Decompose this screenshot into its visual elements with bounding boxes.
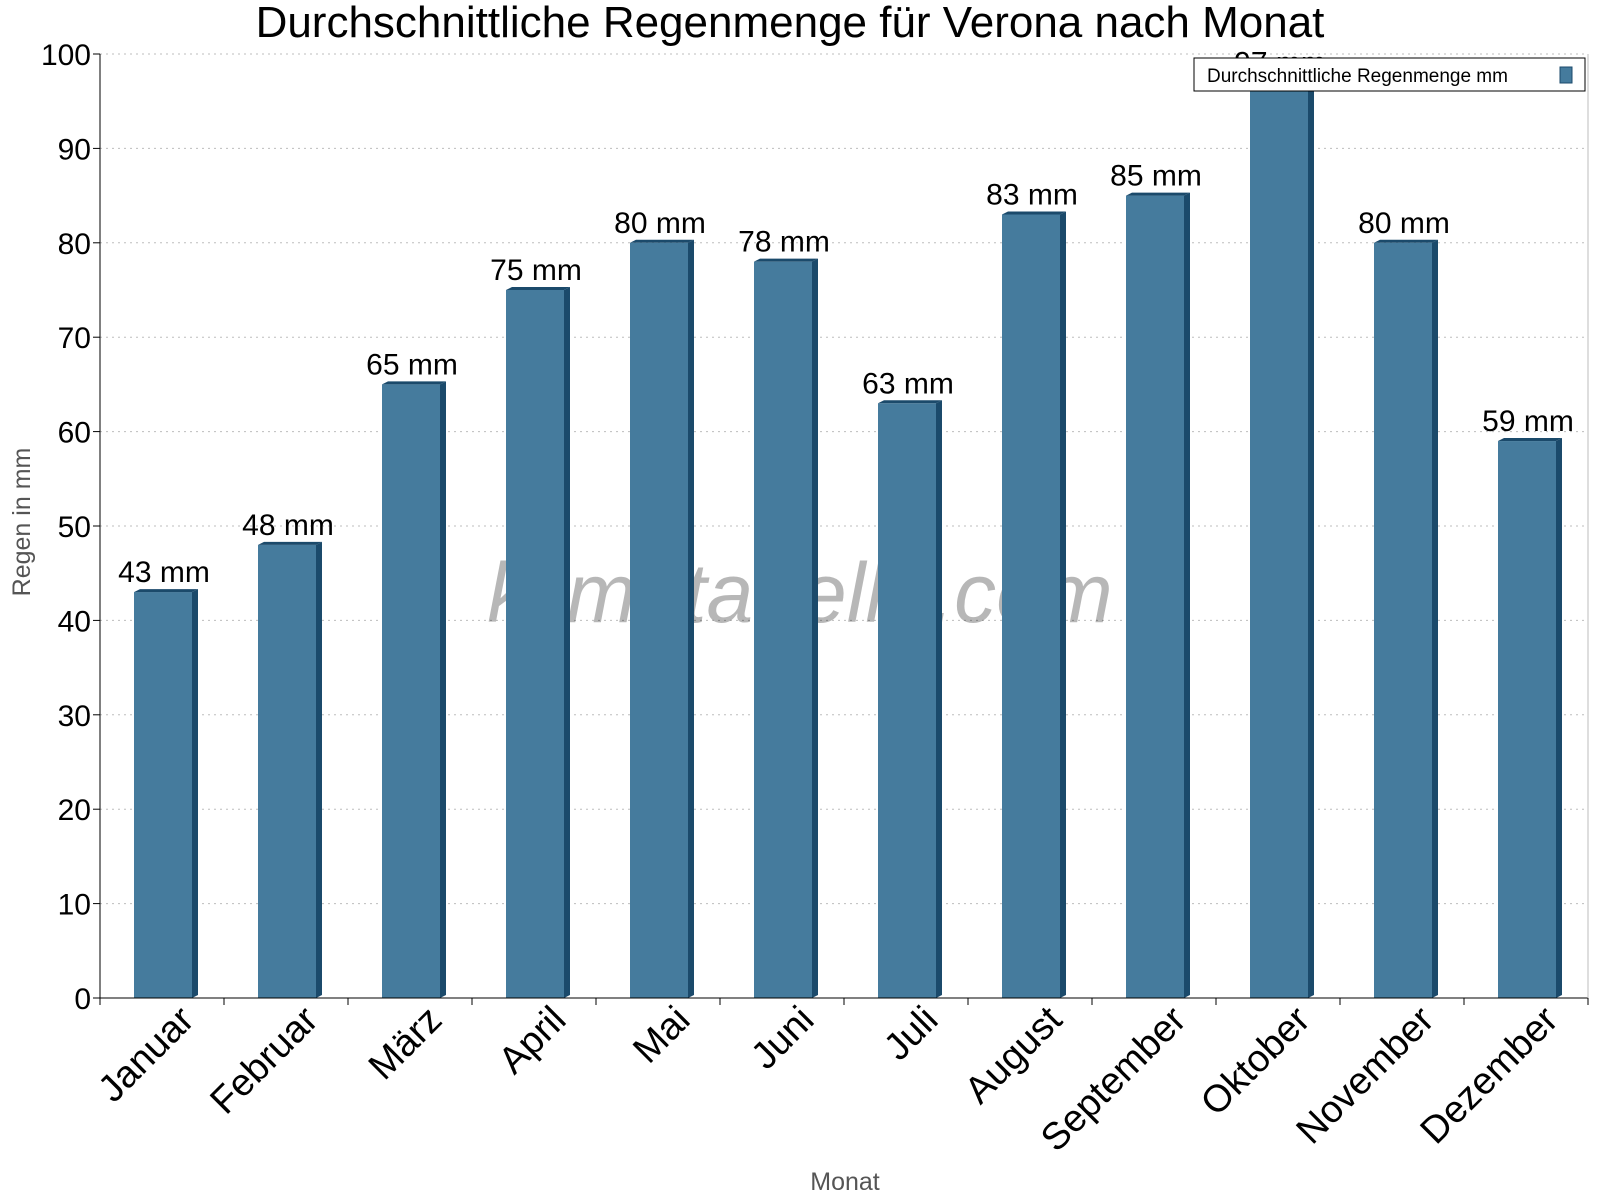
bar-april [506, 287, 570, 998]
y-tick-label: 20 [58, 794, 91, 827]
bar-front [1126, 195, 1184, 999]
bar-front [1002, 214, 1060, 999]
bar-side [316, 541, 322, 998]
bar-side [440, 381, 446, 998]
x-tick-label: August [957, 998, 1071, 1112]
x-tick-label: Januar [90, 998, 202, 1110]
x-tick-label: Juni [743, 999, 822, 1078]
y-tick-label: 60 [58, 417, 91, 450]
bar-side [812, 258, 818, 998]
x-tick-label: Juli [876, 999, 946, 1069]
x-tick-label: Februar [203, 998, 327, 1122]
bar-side [1556, 438, 1562, 998]
bar-september [1126, 192, 1190, 999]
bar-side [1060, 211, 1066, 999]
bar-februar [258, 541, 322, 998]
bar-top [878, 400, 942, 404]
x-tick-label: Mai [625, 999, 698, 1072]
data-label: 78 mm [738, 226, 830, 259]
bar-august [1002, 211, 1066, 999]
bar-front [506, 290, 564, 998]
data-label: 65 mm [366, 348, 458, 381]
x-tick-label: April [491, 999, 574, 1082]
data-label: 63 mm [862, 367, 954, 400]
bar-top [134, 589, 198, 593]
y-tick-label: 30 [58, 700, 91, 733]
y-axis-title: Regen in mm [8, 448, 36, 597]
y-tick-label: 100 [41, 39, 91, 72]
y-tick-label: 70 [58, 322, 91, 355]
legend: Durchschnittliche Regenmenge mm [1193, 57, 1586, 92]
legend-swatch [1559, 66, 1573, 84]
y-tick-label: 90 [58, 133, 91, 166]
bar-side [688, 239, 694, 999]
bar-top [754, 258, 818, 262]
bar-mai [630, 239, 694, 999]
bar-front [1250, 82, 1308, 998]
data-label: 80 mm [1358, 207, 1450, 240]
bar-top [1002, 211, 1066, 215]
bar-top [1498, 438, 1562, 442]
bar-top [630, 239, 694, 243]
bar-side [1432, 239, 1438, 999]
bar-juli [878, 400, 942, 998]
bar-side [1184, 192, 1190, 999]
data-label: 43 mm [118, 556, 210, 589]
data-label: 83 mm [986, 178, 1078, 211]
legend-label: Durchschnittliche Regenmenge mm [1207, 66, 1508, 87]
bar-front [754, 261, 812, 998]
x-tick-label: Oktober [1193, 998, 1319, 1124]
x-tick-label: Dezember [1413, 998, 1567, 1152]
gridlines [100, 53, 1588, 905]
data-label: 85 mm [1110, 160, 1202, 193]
data-label: 48 mm [242, 509, 334, 542]
chart-title: Durchschnittliche Regenmenge für Verona … [256, 0, 1325, 47]
bar-front [1498, 441, 1556, 998]
data-label: 75 mm [490, 254, 582, 287]
y-tick-label: 0 [74, 983, 91, 1016]
bar-side [192, 589, 198, 998]
legend-box [1193, 57, 1586, 92]
bar-top [258, 541, 322, 545]
bars [134, 79, 1562, 999]
x-axis-title: Monat [810, 1168, 880, 1196]
bar-januar [134, 589, 198, 998]
y-tick-label: 50 [58, 511, 91, 544]
bar-front [258, 544, 316, 998]
bar-front [134, 592, 192, 998]
bar-top [382, 381, 446, 385]
bar-front [630, 242, 688, 999]
y-tick-label: 80 [58, 228, 91, 261]
y-tick-label: 10 [58, 889, 91, 922]
bar-side [564, 287, 570, 998]
bar-top [506, 287, 570, 290]
bar-dezember [1498, 438, 1562, 998]
bar-top [1374, 239, 1438, 243]
data-label: 80 mm [614, 207, 706, 240]
bar-front [878, 403, 936, 998]
data-label: 59 mm [1482, 405, 1574, 438]
bar-november [1374, 239, 1438, 999]
y-tick-label: 40 [58, 605, 91, 638]
bar-märz [382, 381, 446, 998]
bar-front [1374, 242, 1432, 999]
bar-side [1308, 79, 1314, 998]
x-tick-label: März [361, 999, 450, 1088]
bar-juni [754, 258, 818, 998]
bar-top [1126, 192, 1190, 196]
bar-oktober [1250, 79, 1314, 998]
data-labels: 43 mm 48 mm 65 mm 75 mm 80 mm 78 mm 63 mm 83 mm… [118, 46, 1574, 589]
bar-side [936, 400, 942, 998]
bar-front [382, 384, 440, 998]
